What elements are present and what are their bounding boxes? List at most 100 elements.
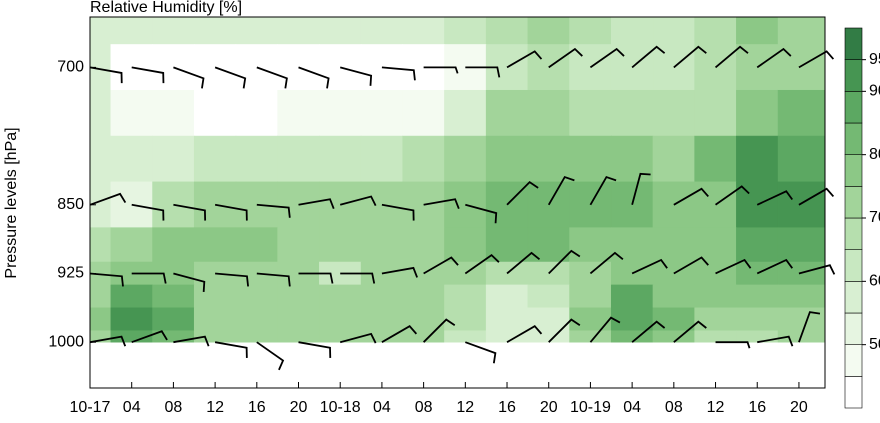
barb-shaft [256, 341, 285, 371]
rh-cell [360, 135, 404, 183]
rh-cell [89, 89, 112, 137]
rh-cell [652, 284, 695, 309]
rh-cell [152, 16, 195, 45]
barb-shaft [715, 258, 752, 275]
wind-barb [673, 256, 709, 275]
rh-cell [402, 16, 445, 45]
barb-shaft [423, 256, 459, 275]
wind-barb [589, 175, 617, 206]
wind-barb [131, 272, 167, 284]
barb-shaft [506, 181, 539, 206]
wind-barb [631, 320, 666, 343]
wind-barb [131, 203, 165, 221]
wind-barb [340, 272, 376, 284]
rh-cell [193, 284, 237, 309]
barb-shaft [298, 341, 332, 358]
wind-barb [298, 198, 335, 210]
x-tick-label: 08 [415, 399, 433, 416]
y-tick-label: 1000 [48, 333, 84, 350]
x-tick-label: 10-18 [320, 399, 361, 416]
barb-shaft [339, 66, 373, 86]
barb-shaft [422, 318, 456, 343]
wind-barb [756, 190, 794, 206]
rh-cell [444, 135, 487, 183]
wind-barb [715, 185, 750, 206]
x-tick-label: 16 [248, 399, 266, 416]
rh-cell [402, 227, 445, 263]
rh-cell [277, 181, 320, 228]
wind-barb [673, 320, 707, 343]
rh-cell [277, 307, 320, 332]
colorbar-box [844, 344, 863, 377]
barb-shaft [631, 45, 666, 69]
rh-cell [402, 89, 445, 137]
rh-cell [569, 284, 612, 309]
rh-cell [610, 284, 654, 309]
wind-barb [715, 341, 751, 349]
wind-barb [89, 192, 127, 206]
barb-shaft [298, 66, 330, 89]
barb-shaft [798, 187, 835, 206]
x-tick-label: 04 [123, 399, 141, 416]
rh-cell [610, 89, 654, 137]
rh-cell [485, 330, 529, 343]
barb-shaft [465, 66, 501, 78]
x-tick-label: 12 [206, 399, 224, 416]
barb-shaft [673, 256, 709, 275]
barb-shaft [298, 272, 334, 284]
rh-cell [193, 330, 237, 343]
barb-shaft [548, 318, 581, 343]
rh-cell [527, 227, 570, 263]
rh-cell [569, 227, 612, 263]
barb-shaft [631, 172, 651, 206]
wind-barb [381, 325, 418, 343]
barb-shaft [339, 332, 377, 344]
rh-cell [652, 16, 695, 45]
colorbar-box [844, 281, 863, 314]
wind-barb [547, 175, 575, 206]
colorbar-box [844, 27, 863, 60]
wind-barb [548, 249, 581, 275]
rh-cell [777, 307, 826, 332]
wind-barb [631, 45, 666, 69]
rh-cell [152, 227, 195, 263]
wind-barb [339, 66, 373, 86]
barb-shaft [256, 66, 288, 89]
wind-barb [423, 66, 459, 74]
rh-cell [277, 135, 320, 183]
rh-cell [152, 284, 195, 309]
wind-barb [465, 341, 497, 364]
barb-shaft [757, 335, 794, 347]
wind-barb [214, 341, 248, 358]
barb-shaft [798, 311, 821, 343]
wind-barb [173, 66, 205, 89]
barb-shaft [589, 175, 617, 206]
barb-shaft [798, 50, 835, 69]
rh-cell [694, 16, 737, 45]
wind-barb [89, 335, 127, 347]
colorbar-tick-label: 95 [869, 51, 880, 68]
wind-barb [465, 203, 498, 224]
rh-cell [360, 227, 404, 263]
x-tick-label: 08 [665, 399, 683, 416]
barb-shaft [798, 264, 836, 275]
rh-cell [777, 181, 826, 228]
rh-cell [235, 330, 278, 343]
rh-cell [610, 330, 654, 343]
wind-barb [256, 203, 291, 218]
wind-barb [798, 50, 835, 69]
y-tick-label: 925 [57, 265, 84, 282]
rh-cell [402, 135, 445, 183]
wind-barb [422, 318, 456, 343]
wind-barb [631, 172, 651, 206]
rh-cell [319, 135, 362, 183]
colorbar-tick-label: 50 [869, 336, 880, 353]
rh-cell [110, 16, 153, 45]
rh-cell [193, 89, 237, 137]
colorbar-box [844, 154, 863, 187]
wind-barbs [89, 45, 836, 371]
wind-barb [173, 272, 206, 293]
rh-cell [694, 284, 737, 309]
